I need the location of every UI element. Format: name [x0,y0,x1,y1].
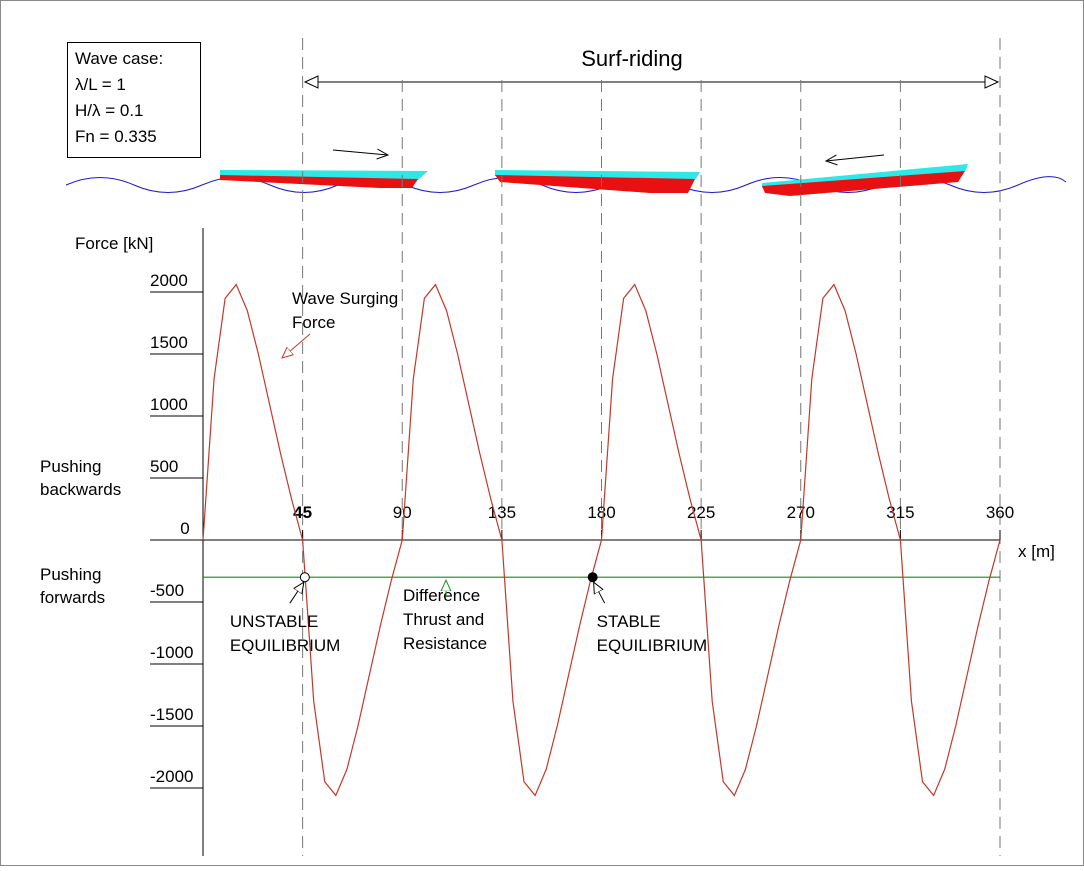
case-line: Wave case: [75,49,163,68]
equilibrium-arrow [594,582,606,604]
y-tick-label: -2000 [150,767,193,786]
case-box [67,42,201,158]
range-label: Surf-riding [581,46,682,71]
x-tick-label: 225 [687,503,715,522]
plot: 2000 1500 1000 500 0 -500 -1000 -1500 -2000 45 90 1… [150,38,1014,856]
y-tick-label: 500 [150,457,178,476]
series-label: Wave Surging [292,289,398,308]
side-label: forwards [40,588,105,607]
difference-label: Difference [403,586,480,605]
x-axis-title: x [m] [1018,542,1055,561]
motion-arrow [332,150,388,155]
x-tick-label: 315 [886,503,914,522]
force-curve [202,283,1001,797]
y-tick-label: 1000 [150,395,188,414]
motion-arrow [826,155,885,161]
ship-deck [495,170,700,180]
y-tick-label: 1500 [150,333,188,352]
side-label: Pushing [40,565,101,584]
y-tick-label: 2000 [150,271,188,290]
series-label: Force [292,313,335,332]
series-label-arrow [282,333,311,358]
ship-deck [762,164,968,188]
equilibrium-label: STABLE [597,612,661,631]
x-tick-label: 180 [587,503,615,522]
x-tick-label: 135 [488,503,516,522]
y-tick-label: -1000 [150,643,193,662]
equilibrium-label: EQUILIBRIUM [597,636,708,655]
equilibrium-point [587,572,598,583]
case-line: H/λ = 0.1 [75,101,144,120]
case-line: λ/L = 1 [75,75,126,94]
y-tick-label: 0 [180,519,189,538]
ship-hull [495,175,695,193]
x-tick-label: 45 [293,503,312,522]
difference-label: Resistance [403,634,487,653]
x-tick-label: 270 [787,503,815,522]
equilibrium-label: UNSTABLE [230,612,318,631]
equilibrium-label: EQUILIBRIUM [230,636,341,655]
y-axis-title: Force [kN] [75,234,153,253]
case-line: Fn = 0.335 [75,127,157,146]
ship-hull [762,171,965,196]
side-label: Pushing [40,457,101,476]
x-tick-label: 90 [393,503,412,522]
difference-label: Thrust and [403,610,484,629]
y-tick-label: -500 [150,581,184,600]
side-label: backwards [40,480,121,499]
equilibrium-point [299,572,310,583]
y-tick-label: -1500 [150,705,193,724]
range-arrow-heads [303,75,1000,89]
equilibrium-arrow [289,582,304,604]
x-tick-label: 360 [986,503,1014,522]
ship-hull [220,175,418,188]
